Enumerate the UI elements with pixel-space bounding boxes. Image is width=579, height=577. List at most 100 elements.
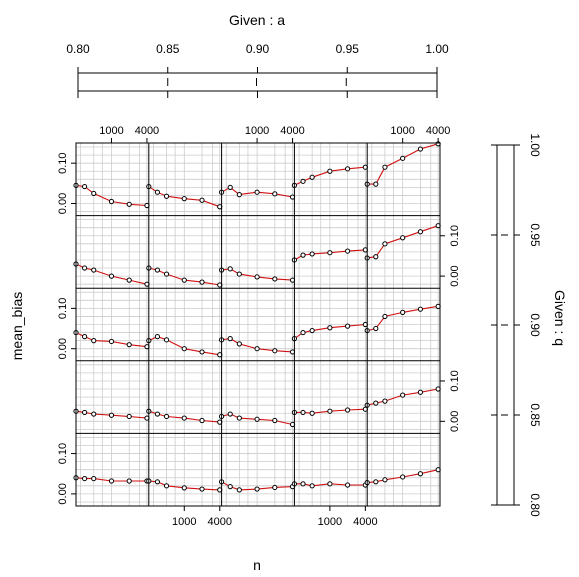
x-tick-label-bottom: 4000 (208, 516, 232, 528)
x-tick-label-top: 1000 (245, 125, 269, 137)
given-q-panel: 0.80 0.85 0.90 0.95 1.00 (491, 133, 542, 517)
x-axis-label: n (253, 557, 261, 573)
data-point (254, 486, 260, 492)
data-point (163, 413, 170, 420)
given-q-tick-label: 0.95 (528, 223, 542, 247)
data-point (227, 184, 233, 190)
given-a-panel: 0.80 0.85 0.90 0.95 1.00 (66, 42, 449, 98)
data-point (91, 475, 97, 482)
y-tick-label-right: 0.00 (449, 265, 461, 286)
data-point (373, 479, 379, 485)
data-point (382, 477, 388, 483)
given-a-box (77, 72, 438, 92)
data-point (309, 327, 315, 334)
data-point (345, 323, 351, 329)
data-point (272, 417, 278, 424)
given-q-tick-label: 0.85 (528, 403, 542, 427)
data-point (227, 484, 233, 490)
data-point (154, 189, 161, 195)
data-point (254, 346, 260, 352)
data-point (163, 337, 170, 343)
given-q-tick-label: 0.90 (528, 313, 542, 337)
data-point (327, 168, 333, 174)
data-point (154, 334, 161, 340)
given-a-tick-label: 0.90 (246, 42, 270, 56)
data-point (300, 252, 306, 258)
data-point (154, 267, 161, 273)
x-tick-label-top: 4000 (426, 125, 450, 137)
data-point (309, 251, 315, 257)
data-point (300, 178, 306, 184)
data-point (82, 475, 88, 482)
data-point (126, 413, 132, 420)
x-tick-label-bottom: 1000 (318, 516, 342, 528)
data-point (181, 485, 187, 491)
y-tick-label-left: 0.10 (57, 152, 69, 173)
data-point (345, 166, 351, 172)
data-point (126, 478, 132, 484)
data-point (417, 306, 424, 312)
data-point (154, 479, 161, 485)
data-point (91, 267, 97, 273)
data-point (199, 417, 205, 424)
data-point (417, 471, 424, 477)
data-point (199, 197, 205, 203)
data-point (327, 325, 333, 331)
data-point (126, 277, 132, 283)
x-tick-label-top: 4000 (280, 125, 304, 137)
data-point (382, 241, 388, 247)
given-q-tick-label: 1.00 (528, 133, 542, 157)
y-tick-label-left: 0.00 (57, 193, 69, 214)
data-point (227, 411, 233, 417)
data-point (126, 201, 132, 207)
data-point (236, 415, 242, 421)
data-point (400, 474, 406, 480)
data-point (327, 481, 333, 487)
data-point (199, 486, 205, 492)
data-point (373, 325, 379, 332)
y-tick-label-left: 0.00 (57, 338, 69, 359)
data-point (82, 183, 88, 190)
data-point (227, 336, 233, 342)
data-point (400, 309, 406, 315)
y-tick-label-right: 0.00 (449, 411, 461, 432)
data-point (345, 482, 351, 488)
data-point (300, 481, 306, 487)
data-point (400, 235, 406, 241)
data-point (417, 146, 424, 152)
data-point (82, 265, 88, 271)
given-q-label: Given : q (552, 290, 568, 346)
data-point (91, 411, 97, 417)
data-point (163, 193, 170, 199)
data-point (327, 250, 333, 256)
data-point (300, 409, 306, 416)
y-tick-label-right: 0.10 (449, 225, 461, 246)
data-point (345, 407, 351, 413)
given-a-tick-label: 0.95 (336, 42, 360, 56)
data-point (108, 198, 115, 205)
given-a-tick-label: 0.80 (66, 42, 90, 56)
y-tick-label-left: 0.10 (57, 443, 69, 464)
data-point (373, 181, 379, 187)
data-point (272, 191, 278, 197)
data-point (345, 248, 351, 254)
x-tick-label-top: 1000 (390, 125, 414, 137)
data-point (181, 277, 187, 283)
data-point (108, 273, 115, 279)
data-point (163, 483, 170, 489)
x-tick-label-bottom: 4000 (353, 516, 377, 528)
data-point (126, 342, 132, 348)
data-point (254, 274, 260, 280)
x-tick-label-top: 4000 (135, 125, 159, 137)
y-tick-label-right: 0.10 (449, 370, 461, 391)
given-q-tick-label: 0.80 (528, 493, 542, 517)
data-point (181, 415, 187, 421)
data-point (309, 410, 315, 416)
data-point (108, 338, 115, 345)
data-point (236, 341, 242, 347)
data-point (373, 400, 379, 406)
data-point (417, 229, 424, 235)
data-point (272, 348, 278, 354)
data-point (108, 478, 115, 484)
data-point (199, 349, 205, 355)
